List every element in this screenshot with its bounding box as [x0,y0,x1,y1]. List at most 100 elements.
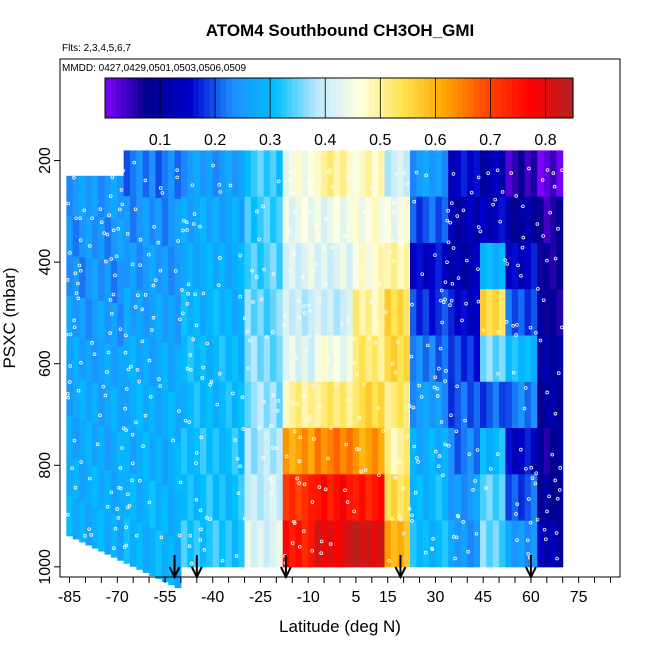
heatmap-cell [333,335,341,383]
heatmap-cell [537,520,545,568]
heatmap-cell [320,335,328,383]
heatmap-cell [492,428,500,475]
heatmap-cell [492,196,500,244]
heatmap-cell [79,338,86,380]
heatmap-cell [244,335,252,383]
heatmap-cell [110,387,118,431]
obs-dot [495,168,500,173]
obs-dot [308,414,313,419]
heatmap-cell [530,335,538,383]
heatmap-cell [340,428,347,475]
heatmap-cell [365,150,373,198]
heatmap-cell [340,335,347,383]
obs-dot [147,500,152,505]
obs-dot [102,231,106,235]
heatmap-cell [359,196,366,244]
obs-dot [307,210,312,215]
heatmap-cell [537,381,545,429]
heatmap-cell [505,335,513,383]
obs-dot [511,370,516,375]
obs-dot [160,191,165,195]
heatmap-cell [276,289,284,336]
heatmap-cell [384,520,392,568]
heatmap-cell [467,289,475,336]
colorbar-segment [424,78,431,118]
heatmap-cell [225,520,233,568]
heatmap-cell [480,289,487,336]
heatmap-cell [435,242,443,290]
heatmap-cell [250,474,258,522]
heatmap-cell [352,474,360,522]
obs-dot [152,224,156,229]
heatmap-cell [441,381,449,429]
obs-dot [398,230,402,234]
obs-dot [395,171,399,176]
obs-dot [257,237,261,242]
heatmap-cell [429,289,436,336]
heatmap-cell [511,520,519,568]
heatmap-cell [219,428,226,475]
obs-dot [98,207,103,211]
obs-dot [476,267,480,271]
heatmap-cell [460,428,468,475]
y-tick-label: 800 [37,452,54,479]
heatmap-cell [340,289,347,336]
heatmap-cell [397,289,405,336]
obs-dot [292,521,297,525]
heatmap-cell [250,196,258,244]
colorbar-segment [325,78,332,118]
obs-dot [135,293,140,298]
heatmap-cell [282,428,290,475]
heatmap-cell [155,245,163,294]
heatmap-cell [79,297,86,340]
heatmap-cell [530,381,538,429]
heatmap-cell [530,150,538,198]
heatmap-cell [225,196,233,244]
heatmap-cell [187,242,195,290]
heatmap-cell [543,428,551,475]
heatmap-cell [473,381,481,429]
heatmap-cell [429,196,436,244]
obs-dot [476,299,481,304]
heatmap-cell [72,256,80,298]
x-tick-label: -10 [297,589,320,606]
heatmap-cell [320,289,328,336]
obs-dot [130,461,135,466]
heatmap-cell [193,474,201,522]
heatmap-cell [340,474,347,522]
heatmap-cell [123,242,131,289]
heatmap-cell [263,474,271,522]
obs-dot [548,210,552,215]
obs-dot [441,300,446,305]
heatmap-cell [429,520,436,568]
obs-dot [130,432,135,437]
obs-dot [451,246,456,250]
colorbar-segment [248,78,255,118]
heatmap-cell [155,293,163,342]
heatmap-cell [206,289,214,336]
heatmap-cell [161,533,169,583]
heatmap-cell [250,289,258,336]
heatmap-cell [104,175,112,219]
heatmap-cell [206,520,214,568]
obs-dot [446,443,451,448]
obs-dot [177,533,182,538]
obs-dot [380,242,385,247]
obs-dot [306,303,311,308]
heatmap-cell [91,258,99,301]
heatmap-cell [257,381,265,429]
colorbar-segment [462,78,469,118]
heatmap-cell [225,242,233,290]
heatmap-cell [384,289,392,336]
obs-dot [98,413,102,418]
obs-dot [294,355,298,360]
obs-dot [273,446,277,451]
heatmap-cell [550,196,557,244]
obs-dot [129,364,133,369]
heatmap-cell [308,428,316,475]
heatmap-cell [530,474,538,522]
colorbar-segment [182,78,189,118]
heatmap-cell [263,289,271,336]
obs-dot [74,291,79,295]
heatmap-cell [454,242,462,290]
